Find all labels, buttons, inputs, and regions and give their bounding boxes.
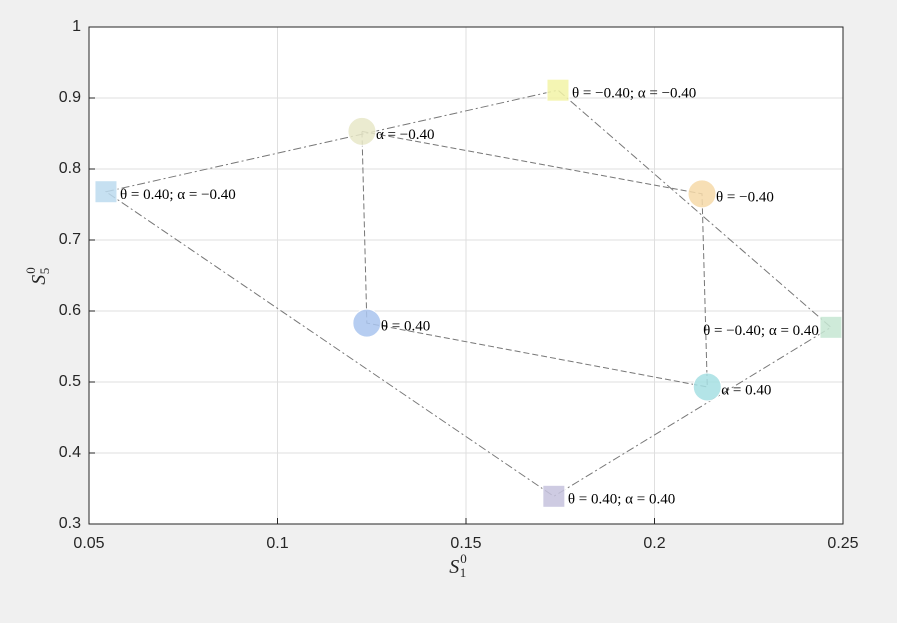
y-tick-label: 0.3 xyxy=(59,515,81,532)
y-tick-label: 1 xyxy=(72,18,81,35)
point-label: θ = −0.40 xyxy=(716,189,774,205)
point-label: α = 0.40 xyxy=(721,382,771,398)
marker xyxy=(687,179,717,209)
marker xyxy=(352,308,382,338)
marker xyxy=(94,180,118,204)
y-tick-label: 0.9 xyxy=(59,89,81,106)
x-tick-label: 0.05 xyxy=(73,535,104,552)
x-tick-label: 0.1 xyxy=(266,535,288,552)
x-tick-label: 0.2 xyxy=(643,535,665,552)
point-label: θ = 0.40; α = −0.40 xyxy=(120,187,236,203)
point-label: α = −0.40 xyxy=(376,127,435,143)
marker xyxy=(542,484,566,508)
y-tick-label: 0.6 xyxy=(59,302,81,319)
dashed-connector xyxy=(361,130,708,388)
marker xyxy=(692,372,722,402)
y-tick-label: 0.8 xyxy=(59,160,81,177)
y-tick-label: 0.5 xyxy=(59,373,81,390)
point-label: θ = −0.40; α = −0.40 xyxy=(572,86,696,102)
y-tick-label: 0.4 xyxy=(59,444,81,461)
x-tick-label: 0.15 xyxy=(450,535,481,552)
point-label: θ = −0.40; α = 0.40 xyxy=(703,323,819,339)
y-tick-label: 0.7 xyxy=(59,231,81,248)
marker xyxy=(546,78,570,102)
x-tick-label: 0.25 xyxy=(827,535,858,552)
marker xyxy=(347,116,377,146)
point-label: θ = 0.40 xyxy=(381,319,430,335)
dashdot-outline xyxy=(104,89,832,497)
x-axis-label: S0 1 xyxy=(449,551,467,580)
marker xyxy=(819,315,843,339)
axes-box xyxy=(88,26,844,525)
y-axis-label: S05 xyxy=(23,267,52,285)
point-label: θ = 0.40; α = 0.40 xyxy=(568,492,675,508)
